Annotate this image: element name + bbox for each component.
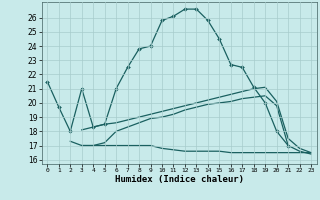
X-axis label: Humidex (Indice chaleur): Humidex (Indice chaleur) [115,175,244,184]
